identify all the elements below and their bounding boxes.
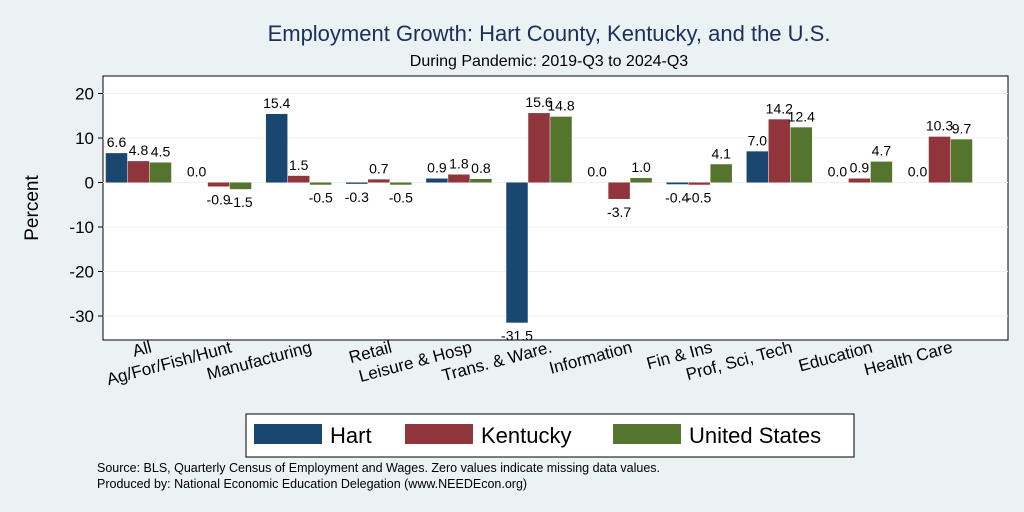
x-tick-label-education: Education <box>796 338 874 376</box>
data-label-hart-fin-ins: -0.4 <box>665 189 689 205</box>
data-label-kentucky-ag-for-fish-hunt: -0.9 <box>207 192 231 208</box>
bar-united-states-health-care <box>950 139 973 183</box>
bar-hart-retail <box>346 182 368 184</box>
legend-box <box>245 413 855 458</box>
y-tick-label-20: -20 <box>69 263 94 282</box>
bar-hart-manufacturing <box>265 113 288 183</box>
legend: Hart Kentucky United States <box>245 413 855 458</box>
data-label-kentucky-manufacturing: 1.5 <box>289 157 309 173</box>
x-tick-label-health-care: Health Care <box>862 338 955 380</box>
legend-swatch-hart <box>254 424 322 444</box>
bar-united-states-information <box>630 178 652 183</box>
data-label-united-states-information: 1.0 <box>631 159 651 175</box>
data-labels: 6.64.8 4.50.0-0.9-1.515.41.5-0.5 -0.30.7-0… <box>107 94 972 344</box>
legend-label-hart: Hart <box>330 423 372 448</box>
data-label-hart-education: 0.0 <box>828 164 848 180</box>
chart-subtitle: During Pandemic: 2019-Q3 to 2024-Q3 <box>410 53 688 70</box>
bar-hart-trans-ware <box>506 182 528 323</box>
y-tick-label-30: -30 <box>69 307 94 326</box>
bar-kentucky-ag-for-fish-hunt <box>207 182 230 187</box>
bar-kentucky-fin-ins <box>688 182 710 185</box>
data-label-hart-retail: -0.3 <box>345 189 369 205</box>
legend-label-kentucky: Kentucky <box>481 423 572 448</box>
y-tick-label-10: -10 <box>69 218 94 237</box>
data-label-united-states-prof-sci-tech: 12.4 <box>788 108 815 124</box>
data-label-kentucky-all: 4.8 <box>129 142 149 158</box>
bar-united-states-retail <box>390 182 412 185</box>
y-axis-label: Percent <box>22 175 43 241</box>
bar-kentucky-information <box>608 182 630 199</box>
bar-kentucky-education <box>848 178 871 183</box>
y-tick-label-20: 20 <box>75 85 94 104</box>
data-label-kentucky-fin-ins: -0.5 <box>687 190 711 206</box>
bar-hart-prof-sci-tech <box>746 151 769 183</box>
bar-united-states-all <box>149 162 172 183</box>
bar-united-states-ag-for-fish-hunt <box>229 182 252 190</box>
data-label-united-states-education: 4.7 <box>872 143 892 159</box>
data-label-united-states-all: 4.5 <box>151 143 171 159</box>
bars <box>105 113 973 323</box>
data-label-united-states-trans-ware: 14.8 <box>547 98 574 114</box>
data-label-hart-health-care: 0.0 <box>908 164 928 180</box>
data-label-united-states-ag-for-fish-hunt: -1.5 <box>229 194 253 210</box>
data-label-united-states-leisure-hosp: 0.8 <box>471 160 491 176</box>
bar-kentucky-trans-ware <box>528 113 550 183</box>
bar-kentucky-manufacturing <box>287 175 310 183</box>
data-label-united-states-health-care: 9.7 <box>952 120 972 136</box>
data-label-kentucky-leisure-hosp: 1.8 <box>449 155 469 171</box>
bar-united-states-manufacturing <box>309 182 332 185</box>
source-note: Source: BLS, Quarterly Census of Employm… <box>97 461 660 475</box>
bar-hart-fin-ins <box>666 182 688 185</box>
data-label-hart-all: 6.6 <box>107 134 127 150</box>
data-label-kentucky-health-care: 10.3 <box>926 118 953 134</box>
bar-united-states-leisure-hosp <box>470 178 492 183</box>
data-label-kentucky-retail: 0.7 <box>369 160 389 176</box>
data-label-kentucky-information: -3.7 <box>607 204 631 220</box>
data-label-united-states-fin-ins: 4.1 <box>711 145 731 161</box>
x-tick-label-all: All <box>130 338 153 361</box>
legend-swatch-kentucky <box>405 424 473 444</box>
bar-united-states-fin-ins <box>710 164 732 183</box>
x-tick-label-information: Information <box>547 338 634 378</box>
data-label-united-states-retail: -0.5 <box>389 190 413 206</box>
data-label-hart-prof-sci-tech: 7.0 <box>748 132 768 148</box>
bar-united-states-education <box>870 161 893 183</box>
y-tick-label-10: 10 <box>75 129 94 148</box>
producer-note: Produced by: National Economic Education… <box>97 477 527 491</box>
data-label-hart-ag-for-fish-hunt: 0.0 <box>187 164 207 180</box>
bar-kentucky-all <box>127 161 150 183</box>
data-label-kentucky-prof-sci-tech: 14.2 <box>766 100 793 116</box>
bar-united-states-prof-sci-tech <box>790 127 813 183</box>
bar-united-states-trans-ware <box>550 116 572 183</box>
legend-swatch-united-states <box>613 424 681 444</box>
data-label-united-states-manufacturing: -0.5 <box>309 190 333 206</box>
chart-title: Employment Growth: Hart County, Kentucky… <box>268 21 831 46</box>
data-label-hart-information: 0.0 <box>587 164 607 180</box>
data-label-kentucky-trans-ware: 15.6 <box>525 94 552 110</box>
legend-label-united-states: United States <box>689 423 821 448</box>
data-label-hart-trans-ware: -31.5 <box>501 328 533 344</box>
data-label-hart-manufacturing: 15.4 <box>263 95 290 111</box>
y-gridlines <box>103 93 1008 317</box>
data-label-kentucky-education: 0.9 <box>850 159 870 175</box>
bar-hart-all <box>105 153 128 183</box>
bar-kentucky-health-care <box>928 136 951 183</box>
bar-kentucky-prof-sci-tech <box>768 119 791 183</box>
data-label-hart-leisure-hosp: 0.9 <box>427 159 447 175</box>
y-axis-ticks: 20 10 0 -10 -20 -30 <box>69 85 103 326</box>
bar-kentucky-retail <box>368 179 390 183</box>
y-tick-label-0: 0 <box>85 174 94 193</box>
bar-hart-leisure-hosp <box>426 178 448 183</box>
bar-kentucky-leisure-hosp <box>448 174 470 183</box>
